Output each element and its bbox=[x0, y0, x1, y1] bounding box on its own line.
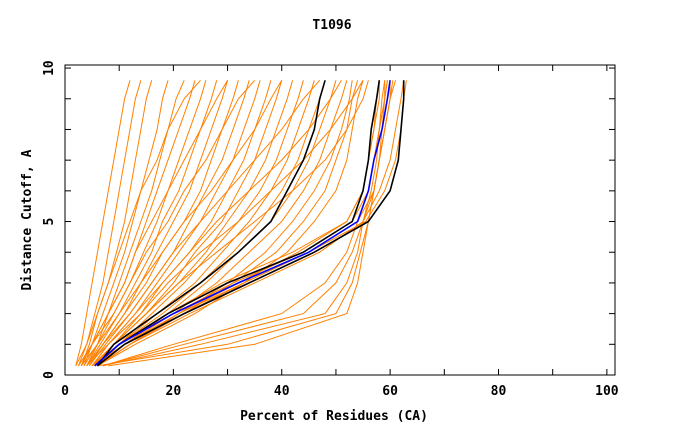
series-group bbox=[75, 79, 407, 367]
orange-series-line bbox=[75, 80, 131, 366]
y-tick-label: 5 bbox=[42, 218, 57, 226]
plot-frame bbox=[64, 64, 616, 376]
orange-series-line bbox=[97, 80, 315, 367]
orange-series-line bbox=[89, 80, 250, 367]
orange-series-line bbox=[75, 79, 201, 367]
orange-series-line bbox=[80, 80, 169, 367]
x-tick-label: 60 bbox=[382, 384, 398, 399]
orange-series-line bbox=[78, 80, 229, 367]
orange-series-line bbox=[102, 80, 394, 367]
x-tick-label: 40 bbox=[274, 384, 290, 399]
orange-series-line bbox=[91, 80, 364, 367]
orange-series-line bbox=[86, 80, 207, 367]
orange-series-line bbox=[97, 80, 380, 367]
chart-title: T1096 bbox=[312, 18, 351, 33]
orange-series-line bbox=[80, 80, 283, 367]
orange-series-line bbox=[97, 80, 326, 367]
orange-series-line bbox=[86, 79, 321, 367]
x-tick-label: 0 bbox=[61, 384, 69, 399]
orange-series-line bbox=[91, 80, 369, 367]
y-tick-label: 0 bbox=[42, 371, 57, 379]
orange-series-line bbox=[97, 80, 353, 367]
x-tick-label: 80 bbox=[491, 384, 507, 399]
x-axis-label: Percent of Residues (CA) bbox=[240, 409, 428, 424]
orange-series-line bbox=[83, 80, 185, 366]
x-tick-label: 100 bbox=[595, 384, 619, 399]
x-tick-label: 20 bbox=[166, 384, 182, 399]
orange-series-line bbox=[97, 80, 364, 367]
orange-series-line bbox=[80, 80, 153, 366]
y-tick-label: 10 bbox=[42, 60, 57, 76]
orange-series-line bbox=[91, 80, 272, 367]
blue-series-line bbox=[94, 80, 391, 367]
y-axis-label: Distance Cutoff, A bbox=[20, 149, 35, 290]
black-series-line bbox=[96, 80, 326, 367]
orange-series-line bbox=[97, 80, 359, 367]
orange-series-line bbox=[80, 79, 256, 367]
orange-series-line bbox=[97, 80, 348, 367]
ticks-group: 0 20 40 60 80 100 0 5 10 bbox=[42, 60, 619, 399]
black-series-line bbox=[97, 80, 405, 367]
black-series-line bbox=[94, 80, 381, 367]
orange-series-line bbox=[78, 80, 142, 366]
orange-series-line bbox=[86, 80, 218, 367]
orange-series-line bbox=[83, 80, 196, 367]
